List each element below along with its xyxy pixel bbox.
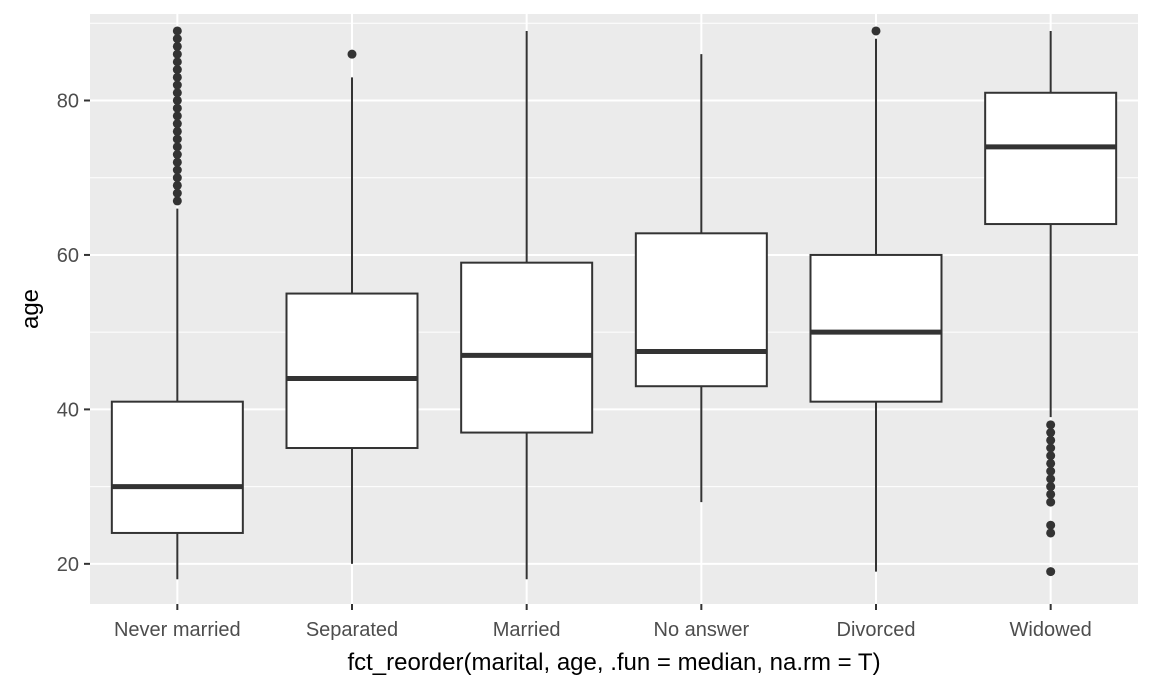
box xyxy=(809,253,943,403)
outlier-point xyxy=(172,72,182,82)
y-tick-label: 60 xyxy=(57,245,79,267)
outlier-point xyxy=(172,119,182,129)
axes: 20 40 60 80 Never married Separated Married No … xyxy=(57,90,1092,641)
box xyxy=(634,232,768,388)
outlier-point xyxy=(1046,567,1056,577)
x-tick-label: No answer xyxy=(654,619,750,641)
outlier-point xyxy=(172,88,182,98)
outlier-point xyxy=(347,49,357,59)
box xyxy=(984,91,1118,226)
outlier-point xyxy=(1046,443,1056,453)
box-group xyxy=(110,26,244,580)
outlier-point xyxy=(172,95,182,105)
box xyxy=(460,261,594,434)
outlier-point xyxy=(172,49,182,59)
box-group xyxy=(634,54,768,503)
outlier-point xyxy=(1046,466,1056,476)
outlier-point xyxy=(172,126,182,136)
outlier-point xyxy=(172,111,182,121)
box-group xyxy=(285,49,419,564)
outlier-point xyxy=(1046,520,1056,530)
box-group xyxy=(984,30,1118,577)
outlier-point xyxy=(172,196,182,206)
y-tick-label: 80 xyxy=(57,90,79,112)
outlier-point xyxy=(1046,489,1056,499)
outlier-point xyxy=(172,65,182,75)
x-axis-title: fct_reorder(marital, age, .fun = median,… xyxy=(347,649,880,676)
outlier-point xyxy=(172,142,182,152)
outlier-point xyxy=(172,34,182,44)
box xyxy=(285,292,419,450)
outlier-point xyxy=(1046,451,1056,461)
outlier-point xyxy=(1046,420,1056,430)
outlier-point xyxy=(1046,458,1056,468)
boxes xyxy=(110,26,1118,580)
box xyxy=(110,400,244,534)
outlier-point xyxy=(172,173,182,183)
outlier-point xyxy=(871,26,881,36)
outlier-point xyxy=(172,80,182,90)
y-axis-title: age xyxy=(17,289,44,329)
x-tick-label: Separated xyxy=(306,619,398,641)
outlier-point xyxy=(172,57,182,67)
outlier-point xyxy=(172,150,182,160)
x-tick-label: Widowed xyxy=(1010,619,1092,641)
outlier-point xyxy=(172,180,182,190)
outlier-point xyxy=(172,134,182,144)
y-tick-label: 20 xyxy=(57,554,79,576)
y-tick-label: 40 xyxy=(57,399,79,421)
x-tick-label: Divorced xyxy=(837,619,916,641)
outlier-point xyxy=(1046,435,1056,445)
outlier-point xyxy=(172,26,182,36)
outlier-point xyxy=(172,41,182,51)
outlier-point xyxy=(1046,428,1056,438)
outlier-point xyxy=(172,188,182,198)
x-tick-label: Never married xyxy=(114,619,241,641)
box-group xyxy=(809,26,943,572)
outlier-point xyxy=(172,157,182,167)
box-group xyxy=(460,30,594,580)
plot-panel xyxy=(90,14,1138,604)
outlier-point xyxy=(1046,482,1056,492)
outlier-point xyxy=(1046,528,1056,538)
outlier-point xyxy=(1046,474,1056,484)
x-tick-label: Married xyxy=(493,619,561,641)
outlier-point xyxy=(172,103,182,113)
outlier-point xyxy=(172,165,182,175)
outlier-point xyxy=(1046,497,1056,507)
